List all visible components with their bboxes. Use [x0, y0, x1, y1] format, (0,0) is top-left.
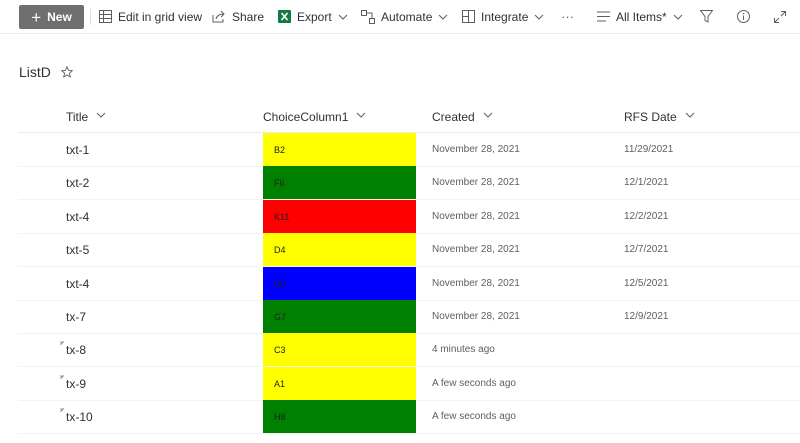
- page-title: ListD: [19, 64, 73, 80]
- integrate-button[interactable]: Integrate: [461, 0, 544, 33]
- table-row[interactable]: txt-2 F6 November 28, 2021 12/1/2021: [18, 166, 800, 200]
- chevron-down-icon: [338, 12, 348, 22]
- rfs-date-cell: 12/9/2021: [624, 311, 669, 322]
- table-row[interactable]: txt-4 K11 November 28, 2021 12/2/2021: [18, 200, 800, 234]
- column-header-label: RFS Date: [624, 109, 677, 124]
- more-icon: ···: [561, 9, 574, 24]
- title-cell[interactable]: txt-2: [66, 175, 90, 190]
- rfs-date-cell: 12/1/2021: [624, 177, 669, 188]
- chevron-down-icon: [356, 112, 366, 122]
- title-cell[interactable]: tx-7: [66, 309, 87, 324]
- created-cell: A few seconds ago: [432, 378, 516, 389]
- chevron-down-icon: [685, 112, 695, 122]
- share-button[interactable]: Share: [212, 0, 264, 33]
- new-item-icon: [60, 341, 64, 345]
- created-cell: November 28, 2021: [432, 311, 520, 322]
- share-label: Share: [232, 9, 265, 24]
- table-header: Title ChoiceColumn1 Created RFS Date: [18, 100, 800, 133]
- title-cell[interactable]: txt-5: [66, 242, 90, 257]
- created-cell: November 28, 2021: [432, 211, 520, 222]
- new-item-icon: [60, 408, 64, 412]
- choice-cell: H8: [263, 400, 416, 433]
- view-selector[interactable]: All Items*: [596, 0, 683, 33]
- title-cell[interactable]: txt-4: [66, 276, 90, 291]
- info-button[interactable]: [736, 0, 756, 33]
- edit-grid-view-label: Edit in grid view: [118, 9, 203, 24]
- new-button[interactable]: + New: [19, 5, 84, 29]
- export-button[interactable]: Export: [277, 0, 348, 33]
- grid-icon: [98, 10, 112, 24]
- more-options-button[interactable]: ···: [561, 0, 574, 33]
- choice-cell: A1: [263, 367, 416, 400]
- chevron-down-icon: [534, 12, 544, 22]
- table-row[interactable]: txt-5 D4 November 28, 2021 12/7/2021: [18, 233, 800, 267]
- filter-button[interactable]: [699, 0, 719, 33]
- title-cell[interactable]: txt-4: [66, 209, 90, 224]
- chevron-down-icon: [483, 112, 493, 122]
- column-header-created[interactable]: Created: [432, 100, 493, 133]
- new-item-icon: [60, 375, 64, 379]
- table-row[interactable]: tx-8 C3 4 minutes ago: [18, 333, 800, 367]
- command-bar: + New Edit in grid view Share Export Aut…: [0, 0, 800, 34]
- table-row[interactable]: tx-9 A1 A few seconds ago: [18, 367, 800, 401]
- automate-button[interactable]: Automate: [361, 0, 448, 33]
- choice-cell: D4: [263, 233, 416, 266]
- choice-cell: F6: [263, 166, 416, 199]
- title-cell[interactable]: tx-9: [66, 376, 87, 391]
- export-label: Export: [297, 9, 332, 24]
- choice-cell: G7: [263, 300, 416, 333]
- chevron-down-icon: [96, 112, 106, 122]
- integrate-label: Integrate: [481, 9, 529, 24]
- integrate-icon: [461, 10, 475, 24]
- table-row[interactable]: txt-1 B2 November 28, 2021 11/29/2021: [18, 133, 800, 167]
- filter-icon: [699, 10, 713, 24]
- choice-cell: K11: [263, 200, 416, 233]
- share-icon: [212, 10, 226, 24]
- rfs-date-cell: 12/2/2021: [624, 211, 669, 222]
- toolbar-divider: [90, 9, 91, 25]
- choice-cell: B2: [263, 133, 416, 166]
- table-row[interactable]: tx-7 G7 November 28, 2021 12/9/2021: [18, 300, 800, 334]
- plus-icon: +: [31, 7, 42, 27]
- column-header-rfs-date[interactable]: RFS Date: [624, 100, 695, 133]
- rfs-date-cell: 12/7/2021: [624, 244, 669, 255]
- info-icon: [736, 10, 750, 24]
- edit-grid-view-button[interactable]: Edit in grid view: [98, 0, 202, 33]
- created-cell: A few seconds ago: [432, 411, 516, 422]
- excel-icon: [277, 10, 291, 24]
- created-cell: November 28, 2021: [432, 177, 520, 188]
- view-selector-label: All Items*: [616, 9, 667, 24]
- column-header-choicecolumn1[interactable]: ChoiceColumn1: [263, 100, 366, 133]
- created-cell: November 28, 2021: [432, 244, 520, 255]
- choice-cell: D0: [263, 267, 416, 300]
- created-cell: November 28, 2021: [432, 144, 520, 155]
- table-row[interactable]: txt-4 D0 November 28, 2021 12/5/2021: [18, 267, 800, 301]
- column-header-title[interactable]: Title: [66, 100, 106, 133]
- automate-icon: [361, 9, 375, 24]
- rfs-date-cell: 11/29/2021: [624, 144, 674, 155]
- rfs-date-cell: 12/5/2021: [624, 278, 669, 289]
- list-lines-icon: [596, 10, 610, 24]
- column-header-label: ChoiceColumn1: [263, 109, 349, 124]
- column-header-label: Title: [66, 109, 89, 124]
- title-cell[interactable]: tx-10: [66, 409, 93, 424]
- expand-icon: [773, 10, 787, 24]
- new-button-label: New: [47, 10, 72, 24]
- favorite-star-icon[interactable]: [60, 66, 73, 78]
- column-header-label: Created: [432, 109, 475, 124]
- table-row[interactable]: tx-10 H8 A few seconds ago: [18, 400, 800, 434]
- chevron-down-icon: [438, 12, 448, 22]
- fullscreen-button[interactable]: [773, 0, 793, 33]
- title-cell[interactable]: tx-8: [66, 342, 87, 357]
- list-title: ListD: [19, 64, 51, 80]
- chevron-down-icon: [673, 12, 683, 22]
- created-cell: November 28, 2021: [432, 278, 520, 289]
- automate-label: Automate: [381, 9, 433, 24]
- created-cell: 4 minutes ago: [432, 344, 495, 355]
- choice-cell: C3: [263, 333, 416, 366]
- title-cell[interactable]: txt-1: [66, 142, 90, 157]
